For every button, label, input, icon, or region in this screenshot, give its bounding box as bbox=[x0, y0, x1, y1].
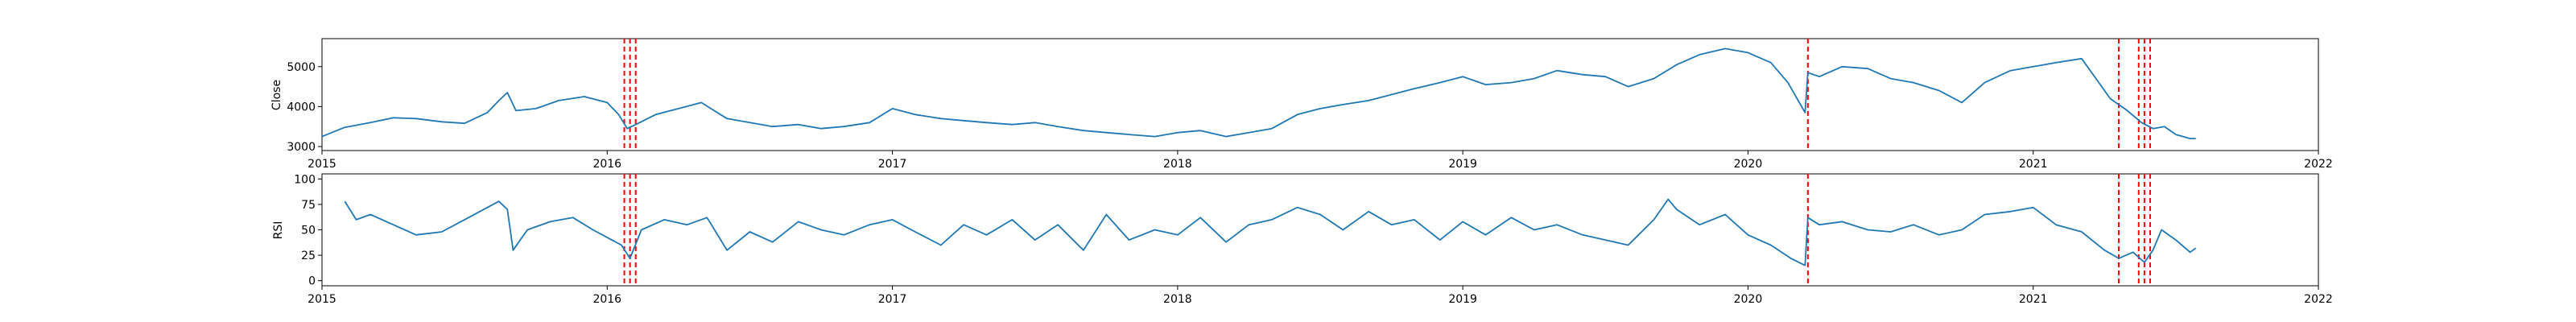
rsi-x-tick-label: 2018 bbox=[1163, 293, 1192, 306]
close-x-tick-label: 2015 bbox=[308, 158, 336, 171]
close-x-tick-label: 2019 bbox=[1448, 158, 1477, 171]
rsi-y-tick-label: 50 bbox=[301, 225, 316, 237]
rsi-series bbox=[344, 198, 2197, 266]
close-x-ticks: 2015 2016 2017 2018 2019 2020 2021 2022 bbox=[308, 151, 2333, 171]
close-x-tick-label: 2020 bbox=[1734, 158, 1763, 171]
rsi-y-tick-label: 0 bbox=[308, 275, 316, 288]
close-y-ticks: 3000 4000 5000 bbox=[287, 61, 322, 154]
close-axes-frame bbox=[321, 38, 2319, 151]
close-event-lines bbox=[623, 39, 2151, 151]
close-series-line bbox=[321, 47, 2196, 139]
close-x-tick-label: 2022 bbox=[2304, 158, 2333, 171]
close-x-tick-label: 2018 bbox=[1163, 158, 1192, 171]
close-x-tick-label: 2016 bbox=[592, 158, 621, 171]
rsi-y-tick-label: 25 bbox=[301, 250, 316, 262]
rsi-x-tick-label: 2021 bbox=[2019, 293, 2048, 306]
rsi-x-ticks: 2015 2016 2017 2018 2019 2020 2021 2022 bbox=[308, 286, 2333, 306]
close-x-tick-label: 2021 bbox=[2019, 158, 2048, 171]
rsi-x-tick-label: 2020 bbox=[1734, 293, 1763, 306]
rsi-x-tick-label: 2019 bbox=[1448, 293, 1477, 306]
close-series bbox=[321, 47, 2196, 139]
rsi-event-lines bbox=[623, 174, 2151, 286]
rsi-y-ticks: 0 25 50 75 100 bbox=[294, 173, 322, 288]
close-y-tick-label: 4000 bbox=[287, 101, 316, 114]
rsi-x-tick-label: 2017 bbox=[878, 293, 907, 306]
rsi-y-tick-label: 75 bbox=[301, 199, 316, 212]
rsi-series-line bbox=[344, 198, 2197, 266]
close-y-tick-label: 5000 bbox=[287, 61, 316, 74]
close-ylabel: Close bbox=[270, 80, 283, 110]
rsi-y-tick-label: 100 bbox=[294, 173, 316, 186]
close-x-tick-label: 2017 bbox=[878, 158, 907, 171]
rsi-x-tick-label: 2022 bbox=[2304, 293, 2333, 306]
rsi-x-tick-label: 2016 bbox=[592, 293, 621, 306]
rsi-ylabel: RSI bbox=[272, 221, 285, 240]
rsi-x-tick-label: 2015 bbox=[308, 293, 336, 306]
close-y-tick-label: 3000 bbox=[287, 141, 316, 154]
